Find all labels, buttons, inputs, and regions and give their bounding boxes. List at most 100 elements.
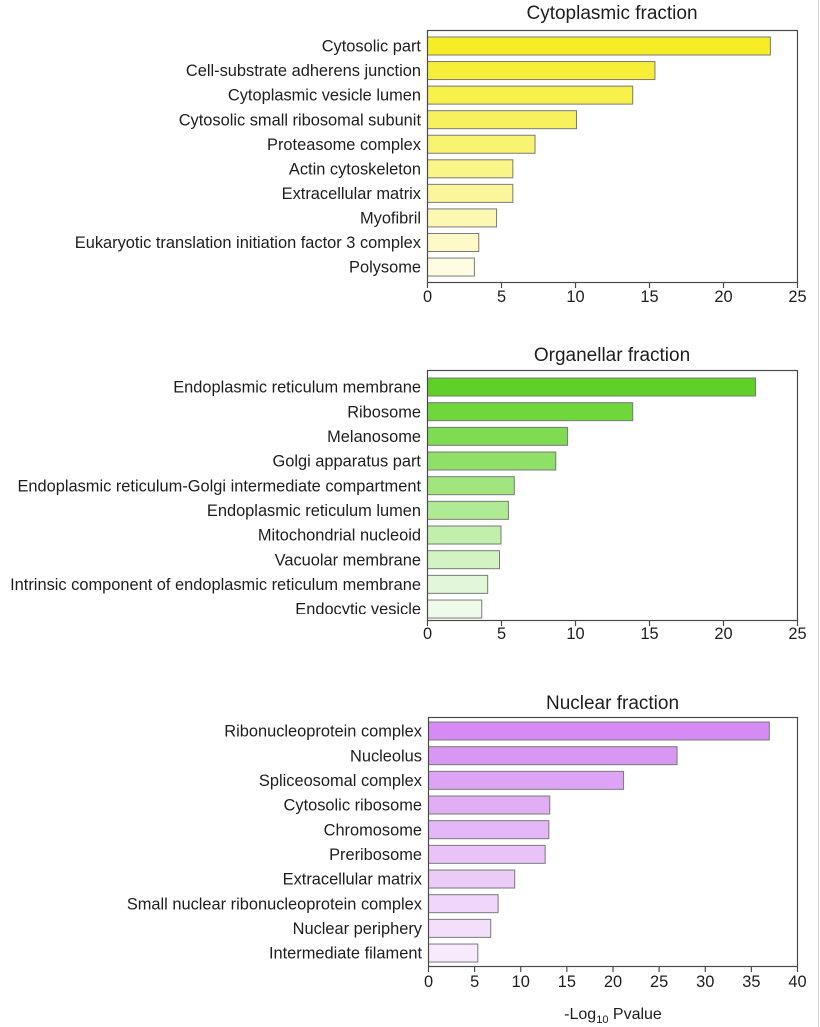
bar-eukaryotic-translation-initiation-factor-3-complex xyxy=(427,232,480,252)
category-label-endoplasmic-reticulum-golgi-intermediate-compartment: Endoplasmic reticulum-Golgi intermediate… xyxy=(17,477,421,495)
bar-endoplasmic-reticulum-lumen xyxy=(427,500,509,520)
x-tick-label: 20 xyxy=(604,973,622,991)
category-label-extracellular-matrix: Extracellular matrix xyxy=(282,185,422,203)
category-label-small-nuclear-ribonucleoprotein-complex: Small nuclear ribonucleoprotein complex xyxy=(127,895,423,913)
chart-title: Cytoplasmic fraction xyxy=(526,3,697,24)
bar-cytosolic-small-ribosomal-subunit xyxy=(427,110,577,130)
category-label-endoplasmic-reticulum-membrane: Endoplasmic reticulum membrane xyxy=(173,379,421,397)
category-label-nucleolus: Nucleolus xyxy=(350,747,422,765)
x-tick-label: 25 xyxy=(650,973,668,991)
x-axis-label: -Log10 Pvalue xyxy=(564,1006,662,1026)
bar-preribosome xyxy=(428,844,546,864)
category-labels: Endoplasmic reticulum membrane Ribosome Me… xyxy=(10,379,421,619)
category-label-endocytic-vesicle: Endocytic vesicle xyxy=(295,601,421,619)
bar-cytosolic-ribosome xyxy=(428,795,551,815)
category-label-spliceosomal-complex: Spliceosomal complex xyxy=(259,772,423,790)
category-label-chromosome: Chromosome xyxy=(324,821,422,839)
chart-organellar-fraction: Organellar fraction Endoplasmic reticulum… xyxy=(10,345,806,643)
x-axis-label-subscript: 10 xyxy=(596,1014,608,1026)
bar-proteasome-complex xyxy=(427,134,536,154)
category-label-extracellular-matrix: Extracellular matrix xyxy=(283,871,423,889)
chart-nuclear-fraction: Nuclear fraction Ribonucleoprotein comple… xyxy=(127,693,807,991)
category-label-myofibril: Myofibril xyxy=(360,210,421,228)
x-tick-label: 30 xyxy=(696,973,714,991)
category-label-cytosolic-ribosome: Cytosolic ribosome xyxy=(284,797,422,815)
category-label-preribosome: Preribosome xyxy=(329,846,422,864)
category-labels: Ribonucleoprotein complex Nucleolus Splice… xyxy=(127,723,423,963)
category-label-ribonucleoprotein-complex: Ribonucleoprotein complex xyxy=(224,723,423,741)
bar-polysome xyxy=(427,257,475,277)
category-label-melanosome: Melanosome xyxy=(327,428,421,446)
bar-melanosome xyxy=(427,426,569,446)
x-tick-label: 25 xyxy=(788,288,806,306)
bar-intermediate-filament xyxy=(428,943,479,963)
x-tick-label: 35 xyxy=(742,973,760,991)
x-tick-label: 0 xyxy=(423,288,432,306)
category-label-mitochondrial-nucleoid: Mitochondrial nucleoid xyxy=(258,527,421,545)
x-tick-label: 15 xyxy=(558,973,576,991)
category-label-cytosolic-small-ribosomal-subunit: Cytosolic small ribosomal subunit xyxy=(179,111,422,129)
bar-intrinsic-component-of-endoplasmic-reticulum-membrane xyxy=(427,574,489,594)
category-label-eukaryotic-translation-initiation-factor-3-complex: Eukaryotic translation initiation factor… xyxy=(75,234,422,252)
bar-endoplasmic-reticulum-membrane xyxy=(427,377,757,397)
x-tick-label: 10 xyxy=(566,288,584,306)
category-labels: Cytosolic part Cell-substrate adherens ju… xyxy=(75,38,422,277)
bar-vacuolar-membrane xyxy=(427,550,501,570)
category-label-actin-cytoskeleton: Actin cytoskeleton xyxy=(289,160,421,178)
x-tick-label: 5 xyxy=(470,973,479,991)
category-label-cytosolic-part: Cytosolic part xyxy=(322,38,422,56)
x-tick-label: 5 xyxy=(497,625,506,643)
bar-ribosome xyxy=(427,402,634,422)
bar-nuclear-periphery xyxy=(428,918,492,938)
category-label-ribosome: Ribosome xyxy=(347,403,421,421)
bar-small-nuclear-ribonucleoprotein-complex xyxy=(428,894,499,914)
x-tick-label: 10 xyxy=(512,973,530,991)
bars xyxy=(428,721,770,963)
x-tick-label: 5 xyxy=(497,288,506,306)
x-tick-label: 40 xyxy=(788,973,806,991)
x-tick-label: 15 xyxy=(640,288,658,306)
bar-extracellular-matrix xyxy=(428,869,516,889)
category-label-golgi-apparatus-part: Golgi apparatus part xyxy=(272,453,421,471)
bar-ribonucleoprotein-complex xyxy=(428,721,770,741)
bar-nucleolus xyxy=(428,746,678,766)
category-label-intrinsic-component-of-endoplasmic-reticulum-membrane: Intrinsic component of endoplasmic retic… xyxy=(10,576,421,594)
plot-frame xyxy=(426,369,799,622)
bars xyxy=(427,36,771,277)
bar-cytoplasmic-vesicle-lumen xyxy=(427,85,634,105)
category-label-polysome: Polysome xyxy=(349,259,421,277)
bar-cytosolic-part xyxy=(427,36,771,56)
plot-frame xyxy=(426,29,799,284)
x-axis-label-suffix: Pvalue xyxy=(608,1006,661,1023)
x-tick-label: 15 xyxy=(640,625,658,643)
bar-endoplasmic-reticulum-golgi-intermediate-compartment xyxy=(427,476,515,496)
x-tick-label: 25 xyxy=(788,625,806,643)
x-tick-label: 20 xyxy=(714,625,732,643)
category-label-cytoplasmic-vesicle-lumen: Cytoplasmic vesicle lumen xyxy=(228,87,421,105)
bar-actin-cytoskeleton xyxy=(427,159,514,179)
x-tick-label: 0 xyxy=(423,625,432,643)
chart-title: Organellar fraction xyxy=(534,345,690,366)
chart-title: Nuclear fraction xyxy=(546,693,679,714)
x-tick-label: 20 xyxy=(714,288,732,306)
bar-extracellular-matrix xyxy=(427,183,514,203)
category-label-cell-substrate-adherens-junction: Cell-substrate adherens junction xyxy=(186,62,421,80)
category-label-intermediate-filament: Intermediate filament xyxy=(269,945,423,963)
bar-endocytic-vesicle xyxy=(427,599,483,619)
chart-cytoplasmic-fraction: Cytoplasmic fraction Cytosolic part Cell-s… xyxy=(75,3,807,306)
bars xyxy=(427,377,757,619)
bar-spliceosomal-complex xyxy=(428,770,625,790)
category-label-vacuolar-membrane: Vacuolar membrane xyxy=(275,551,421,569)
bar-cell-substrate-adherens-junction xyxy=(427,61,656,81)
bar-mitochondrial-nucleoid xyxy=(427,525,502,545)
category-label-proteasome-complex: Proteasome complex xyxy=(267,136,422,154)
bar-myofibril xyxy=(427,208,498,228)
category-label-endoplasmic-reticulum-lumen: Endoplasmic reticulum lumen xyxy=(207,502,421,520)
bar-golgi-apparatus-part xyxy=(427,451,557,471)
x-tick-label: 0 xyxy=(424,973,433,991)
bar-chromosome xyxy=(428,820,550,840)
category-label-nuclear-periphery: Nuclear periphery xyxy=(293,920,423,938)
category-labels-clip: Endoplasmic reticulum membrane Ribosome Me… xyxy=(10,379,421,619)
x-axis-label-prefix: -Log xyxy=(564,1006,596,1023)
